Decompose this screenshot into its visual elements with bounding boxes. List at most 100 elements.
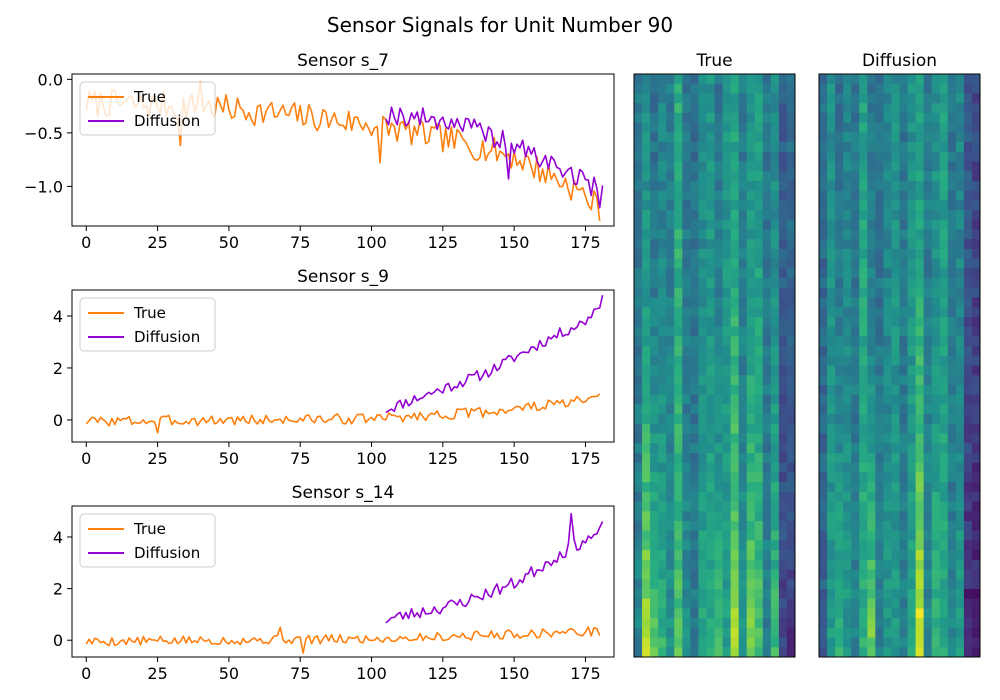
heatmap-cell [907, 248, 916, 260]
heatmap-cell [867, 550, 876, 561]
heatmap-cell [706, 336, 715, 347]
heatmap-cell [867, 248, 876, 260]
heatmap-cell [915, 423, 925, 434]
heatmap-cell [819, 307, 828, 318]
heatmap-cell [706, 472, 715, 483]
heatmap-cell [891, 190, 900, 201]
heatmap-cell [738, 452, 748, 464]
x-tick-label: 175 [570, 449, 601, 468]
heatmap-cell [867, 520, 876, 532]
heatmap-cell [634, 598, 643, 609]
heatmap-cell [642, 588, 651, 600]
heatmap-cell [971, 627, 981, 638]
heatmap-cell [698, 530, 707, 541]
heatmap-cell [891, 394, 900, 405]
heatmap-cell [867, 103, 876, 114]
heatmap-cell [875, 297, 884, 308]
heatmap-cell [915, 180, 925, 191]
heatmap-cell [786, 151, 796, 162]
heatmap-cell [939, 239, 949, 250]
heatmap-cell [730, 219, 740, 230]
heatmap-cell [955, 579, 965, 590]
heatmap-cell [666, 200, 675, 211]
heatmap-cell [963, 637, 973, 648]
heatmap-cell [762, 74, 772, 85]
heatmap-cell [754, 501, 764, 512]
heatmap-cell [907, 414, 916, 425]
heatmap-panel-2: Diffusion [818, 51, 981, 658]
heatmap-cell [650, 637, 659, 648]
heatmap-cell [754, 316, 764, 328]
heatmap-cell [955, 462, 965, 473]
heatmap-cell [947, 433, 957, 444]
heatmap-cell [827, 501, 836, 512]
heatmap-cell [875, 326, 884, 337]
heatmap-cell [690, 210, 699, 221]
x-tick-label: 150 [499, 664, 530, 683]
heatmap-cell [778, 171, 788, 182]
heatmap-cell [658, 122, 667, 133]
heatmap-cell [642, 346, 651, 357]
heatmap-cell [883, 132, 892, 143]
heatmap-cell [907, 268, 916, 279]
heatmap-cell [963, 171, 973, 182]
heatmap-cell [786, 142, 796, 153]
heatmap-cell [658, 637, 667, 648]
heatmap-cell [722, 74, 731, 85]
heatmap-cell [883, 491, 892, 502]
heatmap-cell [939, 200, 949, 211]
heatmap-cell [827, 520, 836, 532]
heatmap-cell [754, 83, 764, 94]
heatmap-cell [762, 394, 772, 405]
plot-area [85, 295, 604, 434]
heatmap-cell [891, 569, 900, 580]
heatmap-cell [947, 608, 957, 619]
heatmap-cell [899, 200, 908, 211]
heatmap-cell [666, 239, 675, 250]
heatmap-cell [634, 103, 643, 114]
heatmap-cell [666, 511, 675, 522]
heatmap-cell [827, 355, 836, 366]
heatmap-cell [971, 132, 981, 143]
heatmap-cell [682, 618, 691, 629]
heatmap-cell [674, 307, 683, 318]
heatmap-cell [714, 336, 723, 347]
heatmap-cell [939, 482, 949, 493]
heatmap-cell [947, 394, 957, 405]
heatmap-cell [963, 151, 973, 162]
heatmap-cell [730, 384, 740, 396]
heatmap-cell [907, 501, 916, 512]
heatmap-cell [674, 326, 683, 337]
heatmap-cell [891, 316, 900, 328]
heatmap-cell [770, 326, 780, 337]
heatmap-cell [674, 278, 683, 289]
heatmap-cell [883, 180, 892, 191]
heatmap-cell [835, 210, 844, 221]
heatmap-cell [875, 647, 884, 658]
heatmap-cell [971, 210, 981, 221]
heatmap-cell [650, 151, 659, 162]
heatmap-cell [899, 248, 908, 260]
heatmap-cell [690, 326, 699, 337]
heatmap-cell [827, 530, 836, 541]
heatmap-cell [955, 423, 965, 434]
heatmap-cell [666, 151, 675, 162]
heatmap-cell [730, 355, 740, 366]
heatmap-cell [786, 74, 796, 85]
heatmap-cell [915, 491, 925, 502]
heatmap-cell [819, 142, 828, 153]
heatmap-cell [770, 588, 780, 600]
heatmap-cell [915, 355, 925, 366]
heatmap-cell [706, 540, 715, 551]
heatmap-cell [658, 297, 667, 308]
heatmap-cell [867, 219, 876, 230]
heatmap-cell [690, 550, 699, 561]
heatmap-cell [963, 491, 973, 502]
heatmap-cell [634, 637, 643, 648]
heatmap-cell [778, 103, 788, 114]
x-tick-label: 0 [81, 664, 91, 683]
heatmap-cell [835, 530, 844, 541]
heatmap-cell [843, 180, 852, 191]
heatmap-cell [722, 394, 731, 405]
heatmap-cell [859, 229, 868, 240]
